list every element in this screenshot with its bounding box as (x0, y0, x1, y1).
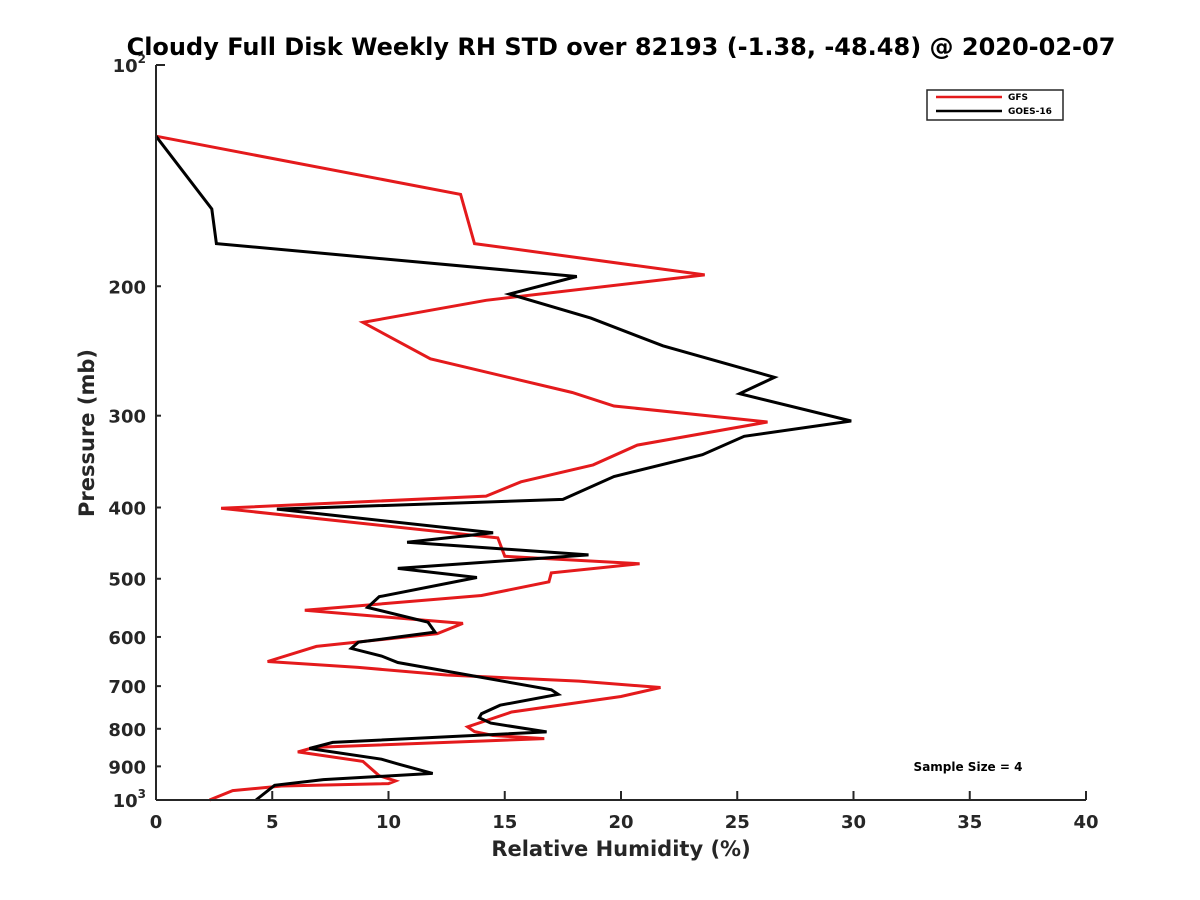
legend-label-goes16: GOES-16 (1008, 107, 1052, 117)
y-tick-label: 500 (108, 570, 146, 591)
x-ticks: 0 5 10 15 20 25 30 35 40 (150, 791, 1099, 833)
x-tick-label: 35 (957, 812, 982, 833)
legend: GFS GOES-16 (926, 89, 1064, 121)
series-group (154, 134, 852, 802)
y-tick-label: 600 (108, 628, 146, 649)
series-line-gfs (155, 134, 768, 802)
x-tick-label: 15 (492, 812, 517, 833)
x-tick-label: 30 (841, 812, 866, 833)
x-tick-label: 10 (376, 812, 401, 833)
legend-label-gfs: GFS (1008, 93, 1028, 103)
y-axis-label: Pressure (mb) (75, 349, 99, 517)
y-tick-label: 700 (108, 677, 146, 698)
x-tick-label: 0 (150, 812, 163, 833)
y-tick-label: 900 (108, 757, 146, 778)
x-tick-label: 20 (608, 812, 633, 833)
sample-size-annotation: Sample Size = 4 (914, 760, 1023, 774)
x-tick-label: 40 (1073, 812, 1098, 833)
x-tick-label: 5 (266, 812, 279, 833)
x-tick-label: 25 (725, 812, 750, 833)
legend-box (926, 89, 1064, 121)
y-tick-label: 800 (108, 720, 146, 741)
x-axis-label: Relative Humidity (%) (491, 837, 750, 861)
y-tick-label: 200 (108, 277, 146, 298)
chart-title: Cloudy Full Disk Weekly RH STD over 8219… (127, 33, 1116, 61)
series-line-goes16 (154, 135, 852, 802)
y-tick-label: 300 (108, 407, 146, 428)
y-tick-label: 400 (108, 499, 146, 520)
